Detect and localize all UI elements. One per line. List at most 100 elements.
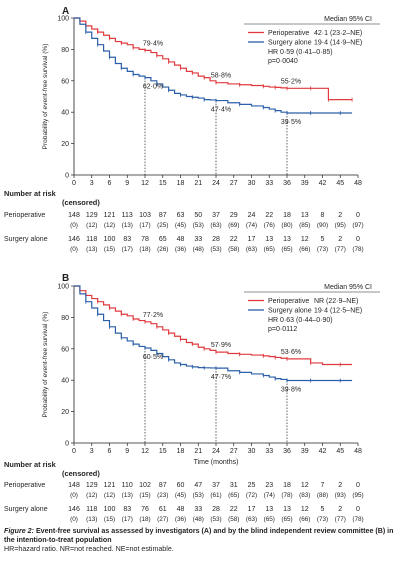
y-tick-label: 20	[61, 409, 69, 416]
risk-censored: (26)	[157, 246, 168, 253]
x-tick-label: 18	[177, 180, 185, 187]
risk-count: 7	[321, 482, 325, 489]
risk-censored: (13)	[86, 246, 97, 253]
risk-censored: (95)	[335, 222, 346, 229]
legend-header: Median 95% CI	[324, 284, 372, 291]
risk-count: 48	[177, 236, 185, 243]
risk-count: 18	[283, 482, 291, 489]
risk-count: 12	[301, 236, 309, 243]
legend-series-name: Surgery alone	[268, 40, 312, 47]
risk-count: 2	[338, 506, 342, 513]
risk-count: 22	[230, 506, 238, 513]
risk-censored: (97)	[352, 222, 363, 229]
survival-rate-label: 58·8%	[211, 73, 231, 80]
y-tick-label: 100	[57, 284, 69, 291]
survival-rate-label: 47·4%	[211, 107, 231, 114]
risk-count: 5	[321, 236, 325, 243]
risk-censored: (12)	[86, 492, 97, 499]
risk-count: 17	[248, 236, 256, 243]
risk-censored: (85)	[299, 222, 310, 229]
risk-censored: (53)	[210, 516, 221, 523]
risk-count: 13	[265, 236, 273, 243]
risk-count: 113	[122, 212, 133, 219]
risk-censored: (73)	[317, 246, 328, 253]
risk-count: 2	[338, 482, 342, 489]
survival-rate-label: 53·6%	[281, 349, 301, 356]
risk-count: 0	[356, 212, 360, 219]
legend-series-stat: 42·1 (23·2–NE)	[314, 30, 362, 37]
risk-censored: (66)	[299, 246, 310, 253]
risk-count: 0	[356, 506, 360, 513]
x-tick-label: 9	[125, 180, 129, 187]
risk-count: 50	[194, 212, 202, 219]
risk-censored: (17)	[139, 222, 150, 229]
risk-count: 13	[283, 506, 291, 513]
risk-count: 102	[139, 482, 151, 489]
risk-censored: (45)	[175, 492, 186, 499]
risk-count: 47	[194, 482, 202, 489]
x-tick-label: 0	[72, 448, 76, 455]
risk-censored: (61)	[210, 492, 221, 499]
risk-censored: (53)	[210, 246, 221, 253]
x-tick-label: 21	[194, 180, 202, 187]
risk-censored: (74)	[264, 492, 275, 499]
x-tick-label: 30	[248, 448, 256, 455]
risk-count: 13	[265, 506, 273, 513]
survival-rate-label: 39·8%	[281, 387, 301, 394]
risk-censored: (65)	[281, 246, 292, 253]
x-tick-label: 39	[301, 448, 309, 455]
risk-count: 118	[86, 236, 97, 243]
risk-censored: (0)	[70, 492, 78, 499]
risk-count: 0	[356, 236, 360, 243]
risk-count: 33	[194, 236, 202, 243]
x-tick-label: 3	[90, 448, 94, 455]
p-value-text: p=0·0040	[268, 58, 298, 65]
risk-censored: (25)	[157, 222, 168, 229]
risk-censored: (15)	[104, 516, 115, 523]
risk-censored: (77)	[335, 246, 346, 253]
risk-censored: (23)	[157, 492, 168, 499]
risk-count: 63	[177, 212, 185, 219]
x-tick-label: 18	[177, 448, 185, 455]
risk-count: 17	[248, 506, 256, 513]
risk-count: 28	[212, 236, 220, 243]
y-tick-label: 40	[61, 378, 69, 385]
survival-rate-label: 60·5%	[143, 354, 163, 361]
risk-count: 100	[104, 506, 116, 513]
x-tick-label: 21	[194, 448, 202, 455]
risk-censored: (15)	[139, 492, 150, 499]
risk-table-subtitle: (censored)	[62, 198, 100, 207]
survival-curve-surgery-alone	[74, 17, 353, 114]
risk-count: 8	[321, 212, 325, 219]
x-tick-label: 27	[230, 448, 238, 455]
risk-count: 0	[356, 482, 360, 489]
risk-count: 118	[86, 506, 97, 513]
risk-censored: (88)	[317, 492, 328, 499]
x-tick-label: 45	[336, 180, 344, 187]
legend-header: Median 95% CI	[324, 16, 372, 23]
risk-censored: (17)	[122, 246, 133, 253]
risk-censored: (18)	[139, 516, 150, 523]
x-tick-label: 12	[141, 448, 149, 455]
risk-censored: (0)	[70, 246, 78, 253]
y-tick-label: 100	[57, 16, 69, 23]
y-tick-label: 40	[61, 110, 69, 117]
risk-censored: (48)	[193, 246, 204, 253]
y-axis-label: Probability of event-free survival (%)	[42, 312, 49, 418]
risk-censored: (78)	[352, 516, 363, 523]
risk-count: 65	[159, 236, 167, 243]
risk-censored: (65)	[281, 516, 292, 523]
y-tick-label: 0	[65, 173, 69, 180]
risk-censored: (95)	[352, 492, 363, 499]
x-tick-label: 30	[248, 180, 256, 187]
risk-censored: (18)	[139, 246, 150, 253]
risk-censored: (83)	[299, 492, 310, 499]
survival-rate-label: 62·0%	[143, 84, 163, 91]
risk-count: 129	[86, 212, 98, 219]
risk-censored: (65)	[264, 516, 275, 523]
x-tick-label: 24	[212, 448, 220, 455]
risk-censored: (48)	[193, 516, 204, 523]
risk-censored: (36)	[175, 516, 186, 523]
risk-count: 148	[68, 482, 80, 489]
